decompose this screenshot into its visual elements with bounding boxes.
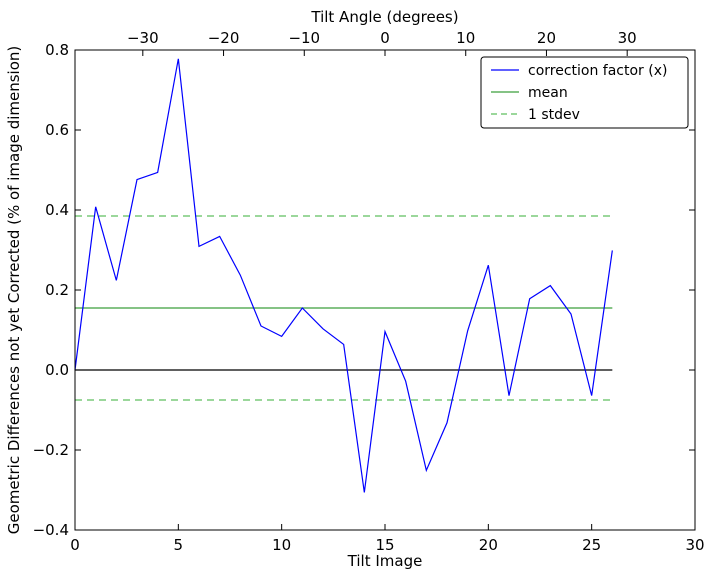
legend-label-stdev: 1 stdev (528, 107, 580, 123)
x-tick-label: 15 (375, 536, 394, 554)
y-tick-label: 0.4 (45, 201, 69, 219)
x-axis-label: Tilt Image (347, 552, 423, 570)
top-tick-label: −20 (208, 29, 240, 47)
top-tick-label: −10 (288, 29, 320, 47)
y-tick-label: −0.2 (33, 441, 69, 459)
top-axis-label: Tilt Angle (degrees) (310, 8, 458, 26)
x-tick-label: 25 (582, 536, 601, 554)
top-tick-label: −30 (127, 29, 159, 47)
top-tick-label: 0 (380, 29, 390, 47)
legend: correction factor (x) mean 1 stdev (480, 56, 689, 129)
y-tick-label: 0.2 (45, 281, 69, 299)
x-tick-label: 10 (272, 536, 291, 554)
y-tick-label: 0.8 (45, 41, 69, 59)
marks-layer (74, 58, 613, 493)
top-tick-label: 20 (537, 29, 556, 47)
x-tick-label: 0 (70, 536, 80, 554)
x-tick-label: 5 (174, 536, 184, 554)
legend-label-mean: mean (528, 85, 568, 101)
x-tick-label: 20 (479, 536, 498, 554)
y-axis-label: Geometric Differences not yet Corrected … (5, 46, 23, 535)
top-tick-label: 10 (456, 29, 475, 47)
legend-label-correction: correction factor (x) (528, 63, 667, 79)
plot-area (75, 50, 695, 530)
y-tick-label: 0.6 (45, 121, 69, 139)
y-tick-label: 0.0 (45, 361, 69, 379)
correction-factor-line (74, 58, 613, 493)
top-tick-label: 30 (618, 29, 637, 47)
x-tick-label: 30 (685, 536, 704, 554)
legend-box (480, 56, 689, 129)
y-tick-label: −0.4 (33, 521, 69, 539)
ticks-layer: 0 5 10 15 20 25 30 −0.4 −0.2 0.0 0.2 0.4 0.6 0.8 −30 −2… (33, 29, 705, 554)
